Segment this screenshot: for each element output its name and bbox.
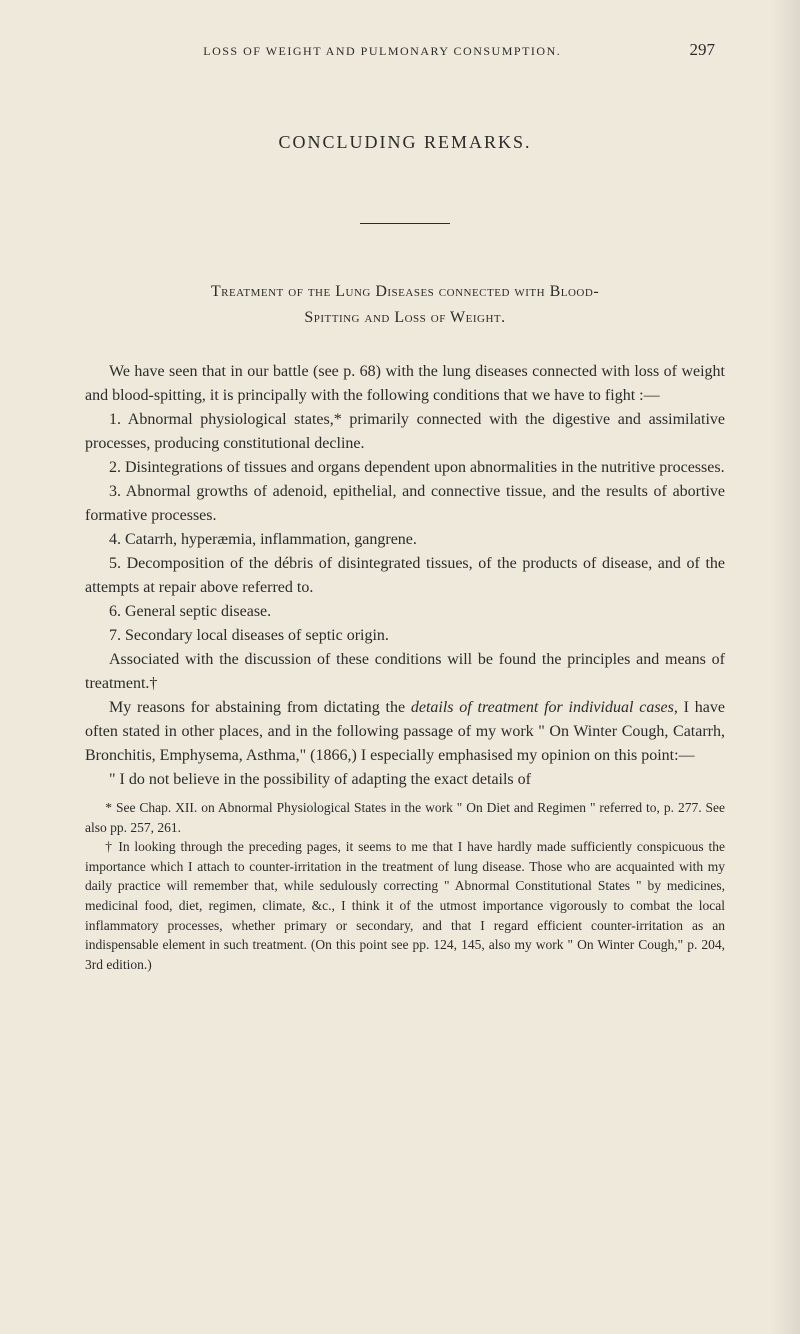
list-item-2: 2. Disintegrations of tissues and organs…: [85, 456, 725, 480]
p10-pre: My reasons for abstaining from dictating…: [109, 699, 411, 716]
list-item-6: 6. General septic disease.: [85, 600, 725, 624]
p10-italic: details of treatment for individual case…: [411, 699, 674, 716]
body-text: We have seen that in our battle (see p. …: [85, 360, 725, 792]
section-heading-line1: Treatment of the Lung Diseases connected…: [211, 283, 599, 300]
section-heading-line2: Spitting and Loss of Weight.: [304, 309, 505, 326]
page-header: LOSS OF WEIGHT AND PULMONARY CONSUMPTION…: [85, 40, 725, 60]
section-heading: Treatment of the Lung Diseases connected…: [85, 279, 725, 330]
paragraph-associated: Associated with the discussion of these …: [85, 648, 725, 696]
page-container: LOSS OF WEIGHT AND PULMONARY CONSUMPTION…: [0, 0, 800, 1334]
list-item-4: 4. Catarrh, hyperæmia, inflammation, gan…: [85, 528, 725, 552]
paragraph-quote: " I do not believe in the possibility of…: [85, 768, 725, 792]
paragraph-reasons: My reasons for abstaining from dictating…: [85, 696, 725, 768]
list-item-3: 3. Abnormal growths of adenoid, epitheli…: [85, 480, 725, 528]
title-divider: [360, 223, 450, 224]
footnote-1: * See Chap. XII. on Abnormal Physiologic…: [85, 798, 725, 837]
list-item-1: 1. Abnormal physiological states,* prima…: [85, 408, 725, 456]
list-item-5: 5. Decomposition of the débris of disint…: [85, 552, 725, 600]
page-number: 297: [690, 40, 716, 60]
footnote-2: † In looking through the preceding pages…: [85, 837, 725, 974]
list-item-7: 7. Secondary local diseases of septic or…: [85, 624, 725, 648]
main-title: CONCLUDING REMARKS.: [85, 132, 725, 153]
running-head: LOSS OF WEIGHT AND PULMONARY CONSUMPTION…: [95, 44, 670, 59]
paragraph-intro: We have seen that in our battle (see p. …: [85, 360, 725, 408]
